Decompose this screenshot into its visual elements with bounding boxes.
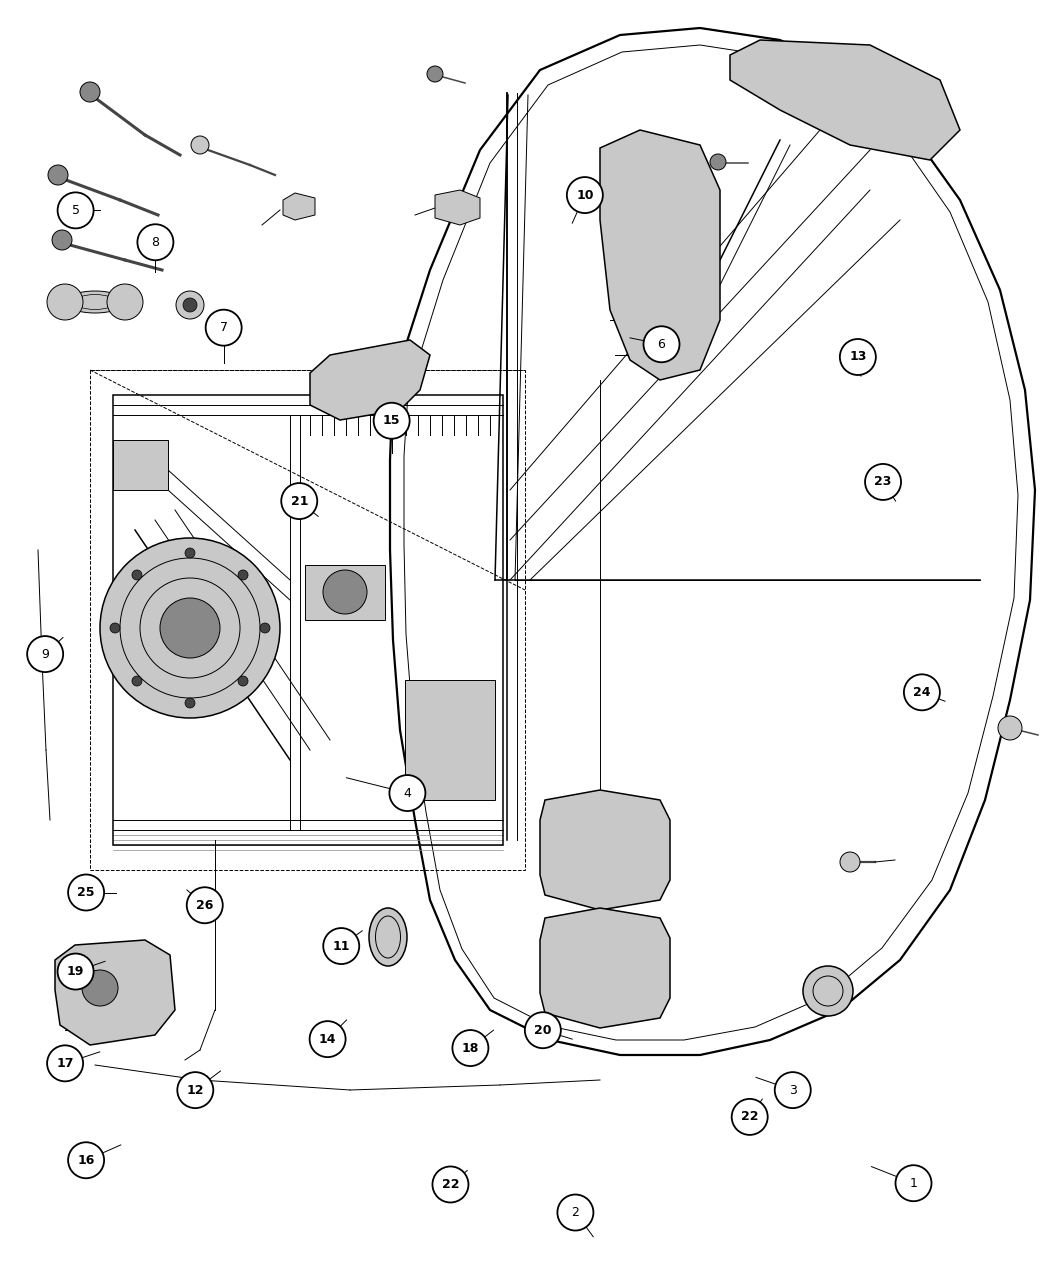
Text: 17: 17 xyxy=(57,1057,74,1070)
Circle shape xyxy=(644,326,679,362)
Circle shape xyxy=(132,676,142,686)
Polygon shape xyxy=(435,190,480,224)
Ellipse shape xyxy=(369,908,407,966)
Circle shape xyxy=(176,291,204,319)
Text: 19: 19 xyxy=(67,965,84,978)
Circle shape xyxy=(453,1030,488,1066)
Text: 6: 6 xyxy=(657,338,666,351)
Circle shape xyxy=(310,1021,345,1057)
Circle shape xyxy=(52,230,72,250)
Circle shape xyxy=(323,570,367,615)
Text: 14: 14 xyxy=(319,1033,336,1045)
Circle shape xyxy=(48,164,68,185)
Polygon shape xyxy=(310,340,430,419)
Text: 9: 9 xyxy=(41,648,49,660)
Circle shape xyxy=(100,538,280,718)
Polygon shape xyxy=(540,908,670,1028)
Text: 12: 12 xyxy=(187,1084,204,1096)
Polygon shape xyxy=(55,940,175,1046)
Circle shape xyxy=(110,623,120,632)
Text: 25: 25 xyxy=(78,886,94,899)
Text: 2: 2 xyxy=(571,1206,580,1219)
Text: 7: 7 xyxy=(219,321,228,334)
Text: 11: 11 xyxy=(333,940,350,952)
Circle shape xyxy=(107,284,143,320)
Circle shape xyxy=(904,674,940,710)
Circle shape xyxy=(27,636,63,672)
Text: 15: 15 xyxy=(383,414,400,427)
Circle shape xyxy=(206,310,242,346)
Text: 10: 10 xyxy=(576,189,593,201)
Circle shape xyxy=(840,852,860,872)
Circle shape xyxy=(427,66,443,82)
Circle shape xyxy=(803,966,853,1016)
Circle shape xyxy=(567,177,603,213)
Circle shape xyxy=(323,928,359,964)
Circle shape xyxy=(68,1142,104,1178)
Circle shape xyxy=(80,82,100,102)
Text: 4: 4 xyxy=(403,787,412,799)
Circle shape xyxy=(160,598,220,658)
Text: 8: 8 xyxy=(151,236,160,249)
Circle shape xyxy=(238,676,248,686)
Circle shape xyxy=(185,548,195,558)
Circle shape xyxy=(732,1099,768,1135)
Circle shape xyxy=(775,1072,811,1108)
Text: 26: 26 xyxy=(196,899,213,912)
Circle shape xyxy=(191,136,209,154)
Text: 5: 5 xyxy=(71,204,80,217)
Ellipse shape xyxy=(65,291,125,312)
Circle shape xyxy=(138,224,173,260)
Circle shape xyxy=(558,1195,593,1230)
Circle shape xyxy=(390,775,425,811)
Circle shape xyxy=(183,298,197,312)
Circle shape xyxy=(840,339,876,375)
Circle shape xyxy=(68,875,104,910)
Polygon shape xyxy=(600,130,720,380)
Circle shape xyxy=(58,954,93,989)
Text: 22: 22 xyxy=(741,1111,758,1123)
Text: 13: 13 xyxy=(849,351,866,363)
Circle shape xyxy=(187,887,223,923)
Circle shape xyxy=(896,1165,931,1201)
Text: 21: 21 xyxy=(291,495,308,507)
Circle shape xyxy=(177,1072,213,1108)
Circle shape xyxy=(47,284,83,320)
Text: 1: 1 xyxy=(909,1177,918,1190)
Text: 20: 20 xyxy=(534,1024,551,1037)
Text: 22: 22 xyxy=(442,1178,459,1191)
Bar xyxy=(304,565,385,620)
Circle shape xyxy=(281,483,317,519)
Circle shape xyxy=(433,1167,468,1202)
Circle shape xyxy=(47,1046,83,1081)
Circle shape xyxy=(132,570,142,580)
Text: 23: 23 xyxy=(875,476,891,488)
Circle shape xyxy=(260,623,270,632)
Text: 24: 24 xyxy=(914,686,930,699)
Circle shape xyxy=(58,193,93,228)
Bar xyxy=(405,680,495,799)
Circle shape xyxy=(865,464,901,500)
Circle shape xyxy=(525,1012,561,1048)
Circle shape xyxy=(998,717,1022,740)
Circle shape xyxy=(185,697,195,708)
Text: 3: 3 xyxy=(789,1084,797,1096)
Polygon shape xyxy=(540,790,670,910)
Bar xyxy=(113,440,168,490)
Text: 16: 16 xyxy=(78,1154,94,1167)
Circle shape xyxy=(710,154,726,170)
Circle shape xyxy=(374,403,410,439)
Polygon shape xyxy=(730,40,960,159)
Text: 18: 18 xyxy=(462,1042,479,1054)
Circle shape xyxy=(238,570,248,580)
Polygon shape xyxy=(284,193,315,221)
Circle shape xyxy=(82,970,118,1006)
